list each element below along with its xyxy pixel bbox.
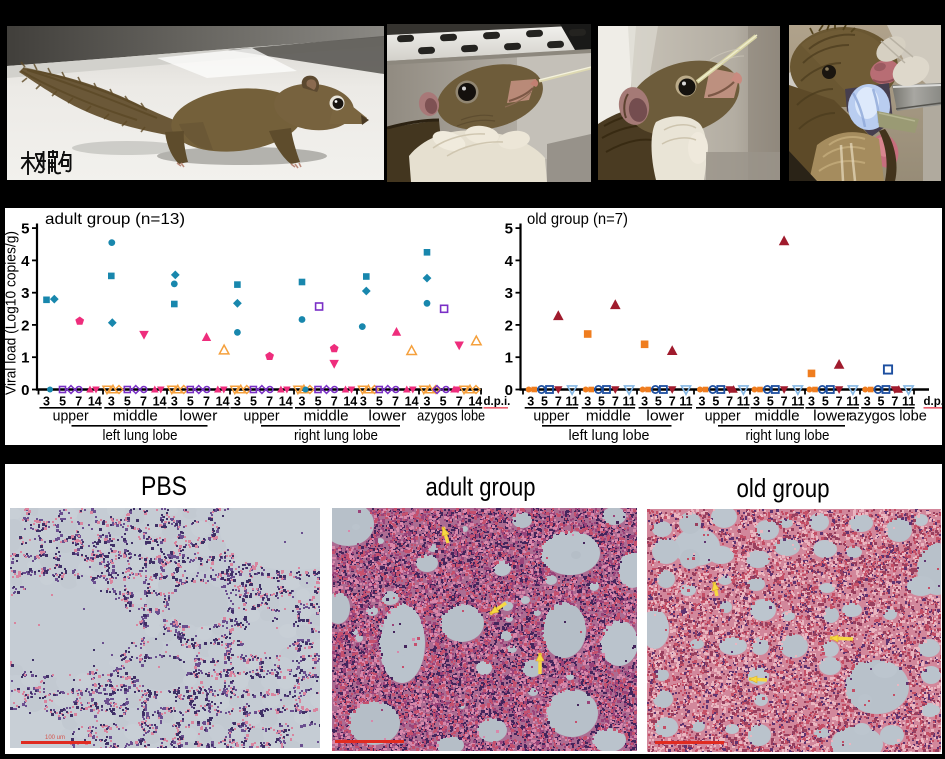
svg-text:old group (n=7): old group (n=7) bbox=[527, 211, 628, 228]
svg-text:7: 7 bbox=[836, 395, 843, 409]
svg-text:right lung lobe: right lung lobe bbox=[746, 428, 830, 444]
svg-text:3: 3 bbox=[171, 395, 178, 409]
svg-text:0: 0 bbox=[505, 382, 513, 399]
svg-text:3: 3 bbox=[424, 395, 431, 409]
svg-text:7: 7 bbox=[392, 395, 399, 409]
svg-text:11: 11 bbox=[565, 395, 578, 409]
svg-text:14: 14 bbox=[468, 395, 482, 409]
svg-text:azygos lobe: azygos lobe bbox=[849, 409, 927, 425]
svg-text:middle: middle bbox=[755, 409, 800, 425]
svg-text:3: 3 bbox=[21, 285, 29, 302]
svg-text:old group: old group bbox=[737, 473, 830, 503]
svg-text:14: 14 bbox=[88, 395, 102, 409]
svg-text:4: 4 bbox=[21, 253, 30, 270]
svg-text:2: 2 bbox=[21, 317, 29, 334]
svg-text:left lung lobe: left lung lobe bbox=[569, 428, 650, 444]
svg-text:left lung lobe: left lung lobe bbox=[103, 428, 178, 444]
svg-text:lower: lower bbox=[179, 409, 217, 425]
svg-text:11: 11 bbox=[737, 395, 750, 409]
svg-text:7: 7 bbox=[891, 395, 898, 409]
svg-text:7: 7 bbox=[75, 395, 82, 409]
svg-text:7: 7 bbox=[203, 395, 210, 409]
svg-text:7: 7 bbox=[669, 395, 676, 409]
svg-text:5: 5 bbox=[440, 395, 447, 409]
svg-text:middle: middle bbox=[113, 409, 158, 425]
svg-text:3: 3 bbox=[505, 285, 513, 302]
svg-text:7: 7 bbox=[266, 395, 273, 409]
svg-text:14: 14 bbox=[343, 395, 357, 409]
svg-text:adult group (n=13): adult group (n=13) bbox=[45, 211, 185, 228]
svg-text:upper: upper bbox=[53, 409, 89, 425]
svg-text:d.p.i.: d.p.i. bbox=[924, 396, 943, 408]
svg-text:1: 1 bbox=[21, 350, 29, 367]
svg-text:11: 11 bbox=[846, 395, 859, 409]
svg-text:3: 3 bbox=[360, 395, 367, 409]
svg-text:5: 5 bbox=[59, 395, 66, 409]
svg-text:lower: lower bbox=[646, 409, 684, 425]
svg-text:middle: middle bbox=[586, 409, 631, 425]
svg-text:5: 5 bbox=[376, 395, 383, 409]
svg-text:Viral load (Log10 copies/g): Viral load (Log10 copies/g) bbox=[5, 231, 20, 395]
svg-text:14: 14 bbox=[405, 395, 419, 409]
svg-text:100 um: 100 um bbox=[45, 735, 65, 741]
svg-text:upper: upper bbox=[533, 409, 569, 425]
svg-text:azygos lobe: azygos lobe bbox=[417, 409, 485, 425]
svg-text:3: 3 bbox=[299, 395, 306, 409]
svg-text:7: 7 bbox=[331, 395, 338, 409]
svg-text:right lung lobe: right lung lobe bbox=[294, 428, 378, 444]
svg-text:3: 3 bbox=[864, 395, 871, 409]
svg-text:3: 3 bbox=[699, 395, 706, 409]
svg-text:upper: upper bbox=[705, 409, 741, 425]
svg-text:11: 11 bbox=[679, 395, 692, 409]
svg-text:3: 3 bbox=[43, 395, 50, 409]
svg-text:lower: lower bbox=[368, 409, 406, 425]
svg-text:14: 14 bbox=[279, 395, 293, 409]
svg-text:5: 5 bbox=[124, 395, 131, 409]
svg-text:5: 5 bbox=[655, 395, 662, 409]
svg-text:11: 11 bbox=[622, 395, 635, 409]
svg-text:5: 5 bbox=[767, 395, 774, 409]
svg-text:3: 3 bbox=[584, 395, 591, 409]
svg-text:7: 7 bbox=[555, 395, 562, 409]
svg-text:7: 7 bbox=[781, 395, 788, 409]
svg-text:14: 14 bbox=[153, 395, 167, 409]
svg-text:1: 1 bbox=[505, 350, 513, 367]
svg-text:3: 3 bbox=[527, 395, 534, 409]
svg-text:3: 3 bbox=[808, 395, 815, 409]
svg-text:5: 5 bbox=[21, 221, 29, 238]
svg-text:5: 5 bbox=[315, 395, 322, 409]
svg-text:PBS: PBS bbox=[141, 471, 187, 501]
svg-text:7: 7 bbox=[456, 395, 463, 409]
svg-text:3: 3 bbox=[641, 395, 648, 409]
svg-text:0: 0 bbox=[21, 382, 29, 399]
svg-text:5: 5 bbox=[822, 395, 829, 409]
svg-text:d.p.i.: d.p.i. bbox=[484, 396, 511, 408]
svg-text:5: 5 bbox=[505, 221, 513, 238]
svg-text:14: 14 bbox=[216, 395, 230, 409]
svg-text:4: 4 bbox=[505, 253, 514, 270]
svg-text:lower: lower bbox=[813, 409, 851, 425]
svg-text:7: 7 bbox=[726, 395, 733, 409]
svg-text:upper: upper bbox=[244, 409, 280, 425]
svg-text:3: 3 bbox=[234, 395, 241, 409]
svg-text:5: 5 bbox=[250, 395, 257, 409]
svg-text:5: 5 bbox=[878, 395, 885, 409]
svg-text:5: 5 bbox=[541, 395, 548, 409]
svg-text:7: 7 bbox=[612, 395, 619, 409]
svg-text:adult group: adult group bbox=[426, 472, 536, 502]
svg-text:7: 7 bbox=[140, 395, 147, 409]
svg-text:3: 3 bbox=[753, 395, 760, 409]
svg-text:11: 11 bbox=[902, 395, 915, 409]
svg-text:2: 2 bbox=[505, 317, 513, 334]
svg-text:3: 3 bbox=[108, 395, 115, 409]
svg-text:5: 5 bbox=[712, 395, 719, 409]
svg-text:5: 5 bbox=[598, 395, 605, 409]
svg-text:middle: middle bbox=[304, 409, 349, 425]
svg-text:5: 5 bbox=[187, 395, 194, 409]
svg-text:11: 11 bbox=[791, 395, 804, 409]
